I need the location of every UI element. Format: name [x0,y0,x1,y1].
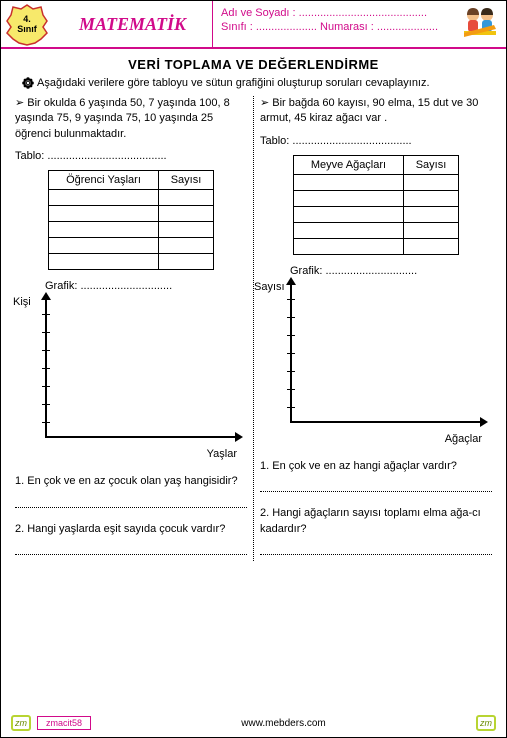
right-th2: Sayısı [404,155,459,174]
tick [287,353,295,354]
right-th1: Meyve Ağaçları [294,155,404,174]
y-arrow-icon [41,292,51,300]
table-row [294,238,459,254]
right-column: ➢ Bir bağda 60 kayısı, 90 elma, 15 dut v… [260,96,492,561]
worksheet-title: VERİ TOPLAMA VE DEĞERLENDİRME [1,57,506,72]
x-arrow-icon [235,432,243,442]
answer-line [15,496,247,508]
table-row [294,174,459,190]
name-label: Adı ve Soyadı : [221,7,296,19]
tick [42,422,50,423]
right-tablo-label: Tablo: .................................… [260,135,492,147]
footer-url: www.mebders.com [241,718,325,729]
tick [287,407,295,408]
footer-badge: zm [11,715,31,731]
tick [42,332,50,333]
left-table: Öğrenci Yaşları Sayısı [48,170,214,270]
y-arrow-icon [286,277,296,285]
tick [287,389,295,390]
table-row [49,222,214,238]
right-x-label: Ağaçlar [260,433,492,445]
table-header-row: Meyve Ağaçları Sayısı [294,155,459,174]
answer-line [260,480,492,492]
left-x-label: Yaşlar [15,448,247,460]
left-problem-text: Bir okulda 6 yaşında 50, 7 yaşında 100, … [15,97,230,140]
right-table: Meyve Ağaçları Sayısı [293,155,459,255]
footer-badge: zm [476,715,496,731]
class-label: Sınıfı : [221,21,253,33]
grade-text: 4.Sınıf [17,15,37,35]
table-row [294,190,459,206]
table-row [49,254,214,270]
flower-icon [21,76,35,90]
tick [287,335,295,336]
student-info: Adı ve Soyadı : ........................… [213,1,506,48]
number-label: Numarası : [320,21,374,33]
tick [42,386,50,387]
worksheet-page: 4.Sınıf MATEMATİK Adı ve Soyadı : ......… [0,0,507,738]
table-row [49,238,214,254]
kids-icon [462,5,498,41]
y-axis [290,281,292,423]
table-row [49,206,214,222]
tick [42,350,50,351]
left-column: ➢ Bir okulda 6 yaşında 50, 7 yaşında 100… [15,96,247,561]
number-dots: .................... [377,21,438,33]
tick [287,371,295,372]
x-axis [45,436,237,438]
grade-badge: 4.Sınıf [5,3,49,47]
left-th1: Öğrenci Yaşları [49,171,159,190]
left-graph-label: Grafik: .............................. [45,280,247,292]
instruction: Aşağıdaki verilere göre tabloyu ve sütun… [1,76,506,96]
left-q1: 1. En çok ve en az çocuk olan yaş hangis… [15,474,247,489]
name-line: Adı ve Soyadı : ........................… [221,7,498,19]
left-q2: 2. Hangi yaşlarda eşit sayıda çocuk vard… [15,522,247,537]
table-row [49,190,214,206]
right-graph-label: Grafik: .............................. [290,265,492,277]
tick [42,404,50,405]
tick [287,299,295,300]
right-graph [284,281,492,431]
right-y-label: Sayısı [254,281,285,293]
right-q1: 1. En çok ve en az hangi ağaçlar vardır? [260,459,492,474]
content: ➢ Bir okulda 6 yaşında 50, 7 yaşında 100… [1,96,506,561]
tick [42,314,50,315]
right-problem-text: Bir bağda 60 kayısı, 90 elma, 15 dut ve … [260,97,478,124]
table-row [294,222,459,238]
answer-line [260,543,492,555]
tick [287,317,295,318]
tick [42,368,50,369]
column-divider [253,96,254,561]
subject-title: MATEMATİK [53,1,213,48]
right-q2: 2. Hangi ağaçların sayısı toplamı elma a… [260,506,492,537]
y-axis [45,296,47,438]
bullet-icon: ➢ [260,97,272,109]
left-th2: Sayısı [159,171,214,190]
table-header-row: Öğrenci Yaşları Sayısı [49,171,214,190]
left-problem: ➢ Bir okulda 6 yaşında 50, 7 yaşında 100… [15,96,247,142]
class-dots: .................... [256,21,317,33]
left-y-label: Kişi [13,296,31,308]
class-line: Sınıfı : .................... Numarası :… [221,21,498,33]
x-axis [290,421,482,423]
answer-line [15,543,247,555]
x-arrow-icon [480,417,488,427]
left-graph [39,296,247,446]
footer-author: zmacit58 [37,716,91,730]
header: 4.Sınıf MATEMATİK Adı ve Soyadı : ......… [1,1,506,49]
footer: zm zmacit58 www.mebders.com zm [1,715,506,731]
right-problem: ➢ Bir bağda 60 kayısı, 90 elma, 15 dut v… [260,96,492,127]
left-tablo-label: Tablo: .................................… [15,150,247,162]
bullet-icon: ➢ [15,97,27,109]
table-row [294,206,459,222]
name-dots: ........................................… [299,7,427,19]
instruction-text: Aşağıdaki verilere göre tabloyu ve sütun… [37,77,430,89]
